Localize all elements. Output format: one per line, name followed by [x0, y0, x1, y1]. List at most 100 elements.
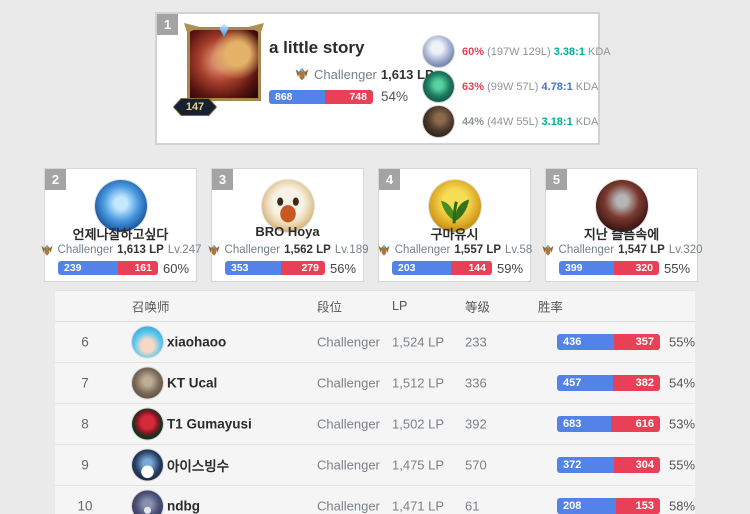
player-name[interactable]: 지난 슬픔속에 — [546, 224, 697, 243]
winrate-value: 55% — [664, 261, 690, 276]
summoner-avatar — [132, 491, 163, 514]
lp-value: 1,512 LP — [392, 376, 444, 391]
winrate-value: 55% — [669, 335, 695, 350]
table-row[interactable]: 10 ndbg Challenger 1,471 LP 61 208 153 5… — [55, 486, 695, 514]
rank1-player-card[interactable]: 1 147 a little story Challenger 1,613 LP… — [155, 12, 600, 145]
player-name[interactable]: ndbg — [167, 499, 200, 514]
winrate-value: 54% — [669, 376, 695, 391]
player-name[interactable]: xiaohaoo — [167, 335, 226, 350]
rank-value: 8 — [55, 417, 115, 432]
tier-label: Challenger — [395, 244, 451, 256]
frame-wing-icon — [248, 23, 264, 33]
champion-stat-row: 63% (99W 57L) 4.78:1 KDA — [423, 71, 611, 102]
winrate-value: 60% — [163, 261, 189, 276]
lp-value: 1,613 LP — [117, 244, 164, 256]
level-label: Lv.320 — [669, 244, 703, 256]
wins-segment: 239 — [58, 261, 118, 275]
champion-kda: 3.38:1 — [554, 46, 585, 58]
lp-value: 1,524 LP — [392, 335, 444, 350]
wins-segment: 399 — [559, 261, 614, 275]
winloss-bar: 683 616 — [557, 416, 660, 432]
player-name[interactable]: KT Ucal — [167, 376, 217, 391]
tier-label: Challenger — [225, 244, 281, 256]
losses-segment: 161 — [118, 261, 158, 275]
header-tier: 段位 — [317, 297, 342, 316]
tier-label: Challenger — [317, 499, 380, 514]
tier-label: Challenger — [58, 244, 114, 256]
losses-segment: 382 — [613, 375, 660, 391]
champion-stat-row: 60% (197W 129L) 3.38:1 KDA — [423, 36, 611, 67]
tier-label: Challenger — [317, 376, 380, 391]
champion-stat-row: 44% (44W 55L) 3.18:1 KDA — [423, 106, 611, 137]
header-level: 等级 — [465, 297, 490, 316]
losses-segment: 153 — [616, 498, 660, 514]
challenger-emblem-icon — [207, 243, 221, 257]
losses-segment: 304 — [614, 457, 660, 473]
level-value: 336 — [465, 376, 487, 391]
player-name[interactable]: a little story — [269, 38, 364, 58]
rank-badge: 2 — [45, 169, 66, 190]
losses-segment: 616 — [611, 416, 660, 432]
summoner-avatar — [132, 327, 163, 358]
kda-label: KDA — [588, 46, 611, 58]
level-value: 233 — [465, 335, 487, 350]
player-name[interactable]: 아이스빙수 — [167, 455, 229, 475]
wins-segment: 208 — [557, 498, 616, 514]
champion-winrate: 63% — [462, 81, 484, 93]
challenger-emblem-icon — [294, 66, 310, 82]
level-label: Lv.58 — [505, 244, 532, 256]
level-value: 392 — [465, 417, 487, 432]
tier-line: Challenger 1,613 LP — [294, 66, 434, 82]
player-name[interactable]: 언제나잘하고싶다 — [45, 224, 196, 243]
top-champion-stats: 60% (197W 129L) 3.38:1 KDA 63% (99W 57L)… — [423, 36, 611, 137]
frame-wing-icon — [184, 23, 200, 33]
rank4-player-card[interactable]: 4 구마유시 Challenger 1,557 LP Lv.58 203 144… — [378, 168, 531, 282]
summoner-avatar — [132, 368, 163, 399]
champion-kda: 4.78:1 — [542, 81, 573, 93]
table-row[interactable]: 8 T1 Gumayusi Challenger 1,502 LP 392 68… — [55, 404, 695, 445]
level-label: Lv.189 — [335, 244, 369, 256]
rank-value: 7 — [55, 376, 115, 391]
champion-icon — [423, 106, 454, 137]
winloss-bar: 208 153 — [557, 498, 660, 514]
winrate-value: 54% — [381, 89, 408, 104]
winloss-bar: 239 161 — [58, 261, 158, 275]
tier-line: Challenger 1,562 LP Lv.189 — [212, 243, 363, 257]
lp-value: 1,557 LP — [454, 244, 501, 256]
lp-value: 1,475 LP — [392, 458, 444, 473]
tier-label: Challenger — [559, 244, 615, 256]
rank-badge: 4 — [379, 169, 400, 190]
table-header-row: 召唤师 段位 LP 等级 胜率 — [55, 291, 695, 322]
player-name[interactable]: BRO Hoya — [212, 224, 363, 239]
winrate-value: 56% — [330, 261, 356, 276]
rank3-player-card[interactable]: 3 BRO Hoya Challenger 1,562 LP Lv.189 35… — [211, 168, 364, 282]
table-row[interactable]: 9 아이스빙수 Challenger 1,475 LP 570 372 304 … — [55, 445, 695, 486]
champion-kda: 3.18:1 — [542, 116, 573, 128]
rank2-player-card[interactable]: 2 언제나잘하고싶다 Challenger 1,613 LP Lv.247 23… — [44, 168, 197, 282]
player-name[interactable]: 구마유시 — [379, 224, 530, 243]
table-row[interactable]: 6 xiaohaoo Challenger 1,524 LP 233 436 3… — [55, 322, 695, 363]
table-row[interactable]: 7 KT Ucal Challenger 1,512 LP 336 457 38… — [55, 363, 695, 404]
champion-winrate: 44% — [462, 116, 484, 128]
tier-label: Challenger — [314, 67, 377, 82]
champion-record: (44W 55L) — [487, 116, 538, 128]
lp-value: 1,547 LP — [618, 244, 665, 256]
rank5-player-card[interactable]: 5 지난 슬픔속에 Challenger 1,547 LP Lv.320 399… — [545, 168, 698, 282]
level-label: Lv.247 — [168, 244, 202, 256]
kda-label: KDA — [576, 81, 599, 93]
losses-segment: 279 — [281, 261, 325, 275]
losses-segment: 320 — [614, 261, 659, 275]
kda-label: KDA — [576, 116, 599, 128]
tier-label: Challenger — [317, 458, 380, 473]
winloss-bar: 399 320 — [559, 261, 659, 275]
gem-icon — [220, 24, 229, 37]
wins-segment: 683 — [557, 416, 611, 432]
winrate-value: 55% — [669, 458, 695, 473]
champion-record: (197W 129L) — [487, 46, 551, 58]
player-name[interactable]: T1 Gumayusi — [167, 417, 252, 432]
losses-segment: 144 — [451, 261, 493, 275]
wins-segment: 457 — [557, 375, 613, 391]
rank-value: 10 — [55, 499, 115, 514]
winloss-bar: 353 279 — [225, 261, 325, 275]
losses-segment: 748 — [325, 90, 373, 104]
